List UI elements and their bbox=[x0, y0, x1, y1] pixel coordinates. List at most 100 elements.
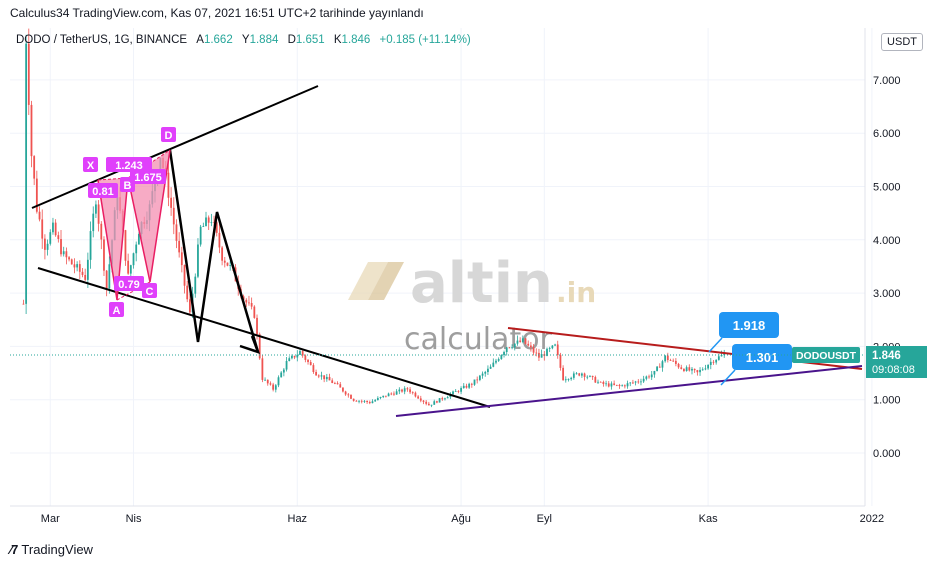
candle-body bbox=[621, 385, 624, 387]
candle-body bbox=[615, 384, 618, 386]
x-tick-label: Nis bbox=[126, 513, 142, 525]
candle-body bbox=[559, 355, 562, 368]
candle-body bbox=[704, 368, 707, 370]
candle-body bbox=[605, 383, 607, 385]
candle-body bbox=[366, 400, 369, 403]
candle-body bbox=[452, 391, 454, 395]
candle-body bbox=[653, 370, 656, 375]
candle-body bbox=[205, 217, 207, 227]
candle-body bbox=[355, 400, 358, 402]
candle-body bbox=[650, 374, 653, 378]
point-x-label: X bbox=[83, 157, 98, 172]
candle-body bbox=[282, 369, 285, 373]
candle-body bbox=[575, 373, 578, 375]
candle-body bbox=[27, 43, 30, 105]
candle-body bbox=[674, 360, 677, 364]
candle-body bbox=[315, 372, 317, 376]
candle-body bbox=[213, 222, 215, 224]
candle-body bbox=[626, 383, 629, 387]
watermark-suffix: .in bbox=[556, 276, 596, 309]
candle-body bbox=[172, 207, 175, 225]
candle-body bbox=[291, 355, 293, 359]
candle-body bbox=[223, 260, 226, 263]
candle-body bbox=[677, 363, 680, 368]
candle-body bbox=[70, 259, 73, 265]
x-tick-label: Mar bbox=[41, 513, 60, 525]
candle-body bbox=[519, 340, 522, 342]
candle-body bbox=[328, 376, 331, 381]
grid-lines bbox=[10, 28, 873, 506]
footer-brand-name: TradingView bbox=[21, 542, 93, 557]
svg-text:X: X bbox=[87, 160, 95, 172]
candle-body bbox=[65, 251, 68, 258]
candle-body bbox=[618, 384, 621, 387]
candle-body bbox=[516, 340, 519, 344]
candle-body bbox=[199, 226, 202, 245]
candle-body bbox=[180, 252, 183, 266]
candle-body bbox=[688, 367, 691, 371]
candle-body bbox=[658, 366, 661, 368]
candle-body bbox=[524, 338, 527, 344]
candle-body bbox=[358, 400, 360, 402]
candle-body bbox=[229, 265, 232, 266]
candle-body bbox=[548, 348, 551, 349]
x-tick-label: 2022 bbox=[860, 513, 884, 525]
candle-body bbox=[256, 317, 258, 335]
candle-body bbox=[124, 230, 127, 261]
candle-body bbox=[129, 265, 132, 274]
time-axis[interactable]: Mar Nis Haz Ağu Eyl Kas 2022 bbox=[41, 513, 884, 525]
candle-body bbox=[127, 260, 130, 274]
price-callouts: 1.918 1.301 bbox=[708, 312, 792, 386]
high-label: Y bbox=[241, 34, 250, 46]
candle-body bbox=[470, 383, 473, 385]
x-tick-label: Ağu bbox=[451, 513, 471, 525]
candle-body bbox=[100, 223, 103, 240]
candle-body bbox=[425, 401, 428, 404]
candle-body bbox=[444, 398, 446, 400]
candle-body bbox=[86, 259, 89, 280]
candle-body bbox=[62, 251, 65, 255]
candle-body bbox=[637, 381, 640, 383]
candle-body bbox=[511, 347, 513, 349]
candle-body bbox=[35, 178, 38, 212]
candle-body bbox=[331, 380, 334, 383]
candle-body bbox=[221, 247, 224, 261]
candle-body bbox=[546, 348, 548, 356]
candle-body bbox=[661, 361, 664, 368]
candle-body bbox=[503, 352, 505, 356]
candle-body bbox=[371, 401, 374, 404]
point-c-label: C bbox=[142, 283, 157, 298]
candle-body bbox=[701, 369, 704, 371]
candle-body bbox=[495, 360, 497, 363]
candle-body bbox=[41, 219, 44, 239]
y-tick-label: 5.000 bbox=[873, 182, 901, 194]
candle-body bbox=[350, 395, 352, 399]
ratio-bd-label: 1.675 bbox=[130, 169, 166, 184]
point-d-label: D bbox=[161, 127, 176, 142]
candle-body bbox=[581, 373, 583, 376]
candle-body bbox=[385, 395, 387, 397]
close-value: 1.846 bbox=[341, 34, 371, 46]
symbol-name: DODO / TetherUS, 1G, BINANCE bbox=[16, 34, 188, 46]
currency-button[interactable]: USDT bbox=[881, 33, 923, 51]
candle-body bbox=[368, 402, 371, 404]
candle-body bbox=[245, 299, 248, 303]
candle-body bbox=[167, 172, 170, 198]
candle-body bbox=[683, 368, 685, 372]
candle-body bbox=[462, 385, 465, 389]
candle-body bbox=[215, 222, 218, 233]
candle-body bbox=[717, 356, 720, 360]
candle-body bbox=[312, 365, 315, 373]
candle-body bbox=[202, 226, 205, 227]
candle-body bbox=[685, 367, 688, 372]
candle-body bbox=[207, 217, 210, 223]
candle-body bbox=[586, 376, 589, 378]
channel-upper-line bbox=[31, 85, 319, 209]
svg-text:1.675: 1.675 bbox=[134, 172, 162, 184]
candle-body bbox=[95, 204, 97, 214]
candle-body bbox=[137, 234, 140, 245]
candle-body bbox=[299, 351, 301, 355]
candle-body bbox=[529, 345, 532, 348]
